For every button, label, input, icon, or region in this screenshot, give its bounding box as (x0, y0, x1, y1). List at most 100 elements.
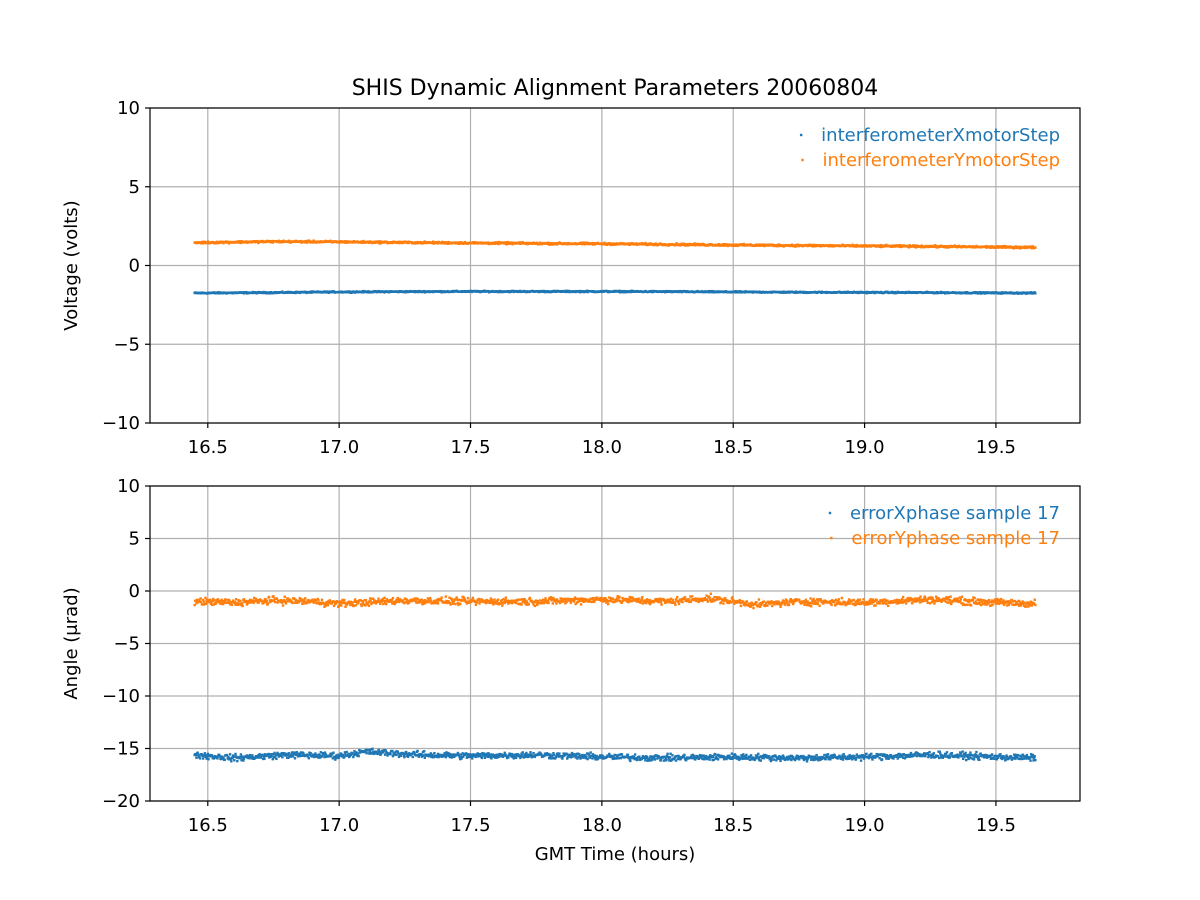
data-point (715, 757, 719, 760)
data-point (927, 755, 930, 759)
data-point (736, 757, 739, 760)
data-point (324, 753, 327, 756)
data-point (734, 754, 737, 757)
data-point (410, 752, 414, 755)
data-point (772, 758, 776, 761)
data-point (276, 751, 279, 755)
data-point (563, 597, 567, 601)
data-point (302, 752, 305, 755)
data-point (294, 598, 297, 602)
data-point (450, 598, 454, 601)
data-point (361, 600, 365, 604)
data-point (359, 599, 362, 602)
data-point (248, 598, 252, 602)
data-point (480, 756, 484, 760)
data-point (216, 757, 219, 760)
data-point (931, 755, 934, 758)
data-point (548, 755, 551, 758)
data-point (626, 753, 630, 757)
data-point (262, 601, 265, 604)
data-point (999, 753, 1002, 756)
data-point (458, 756, 461, 759)
data-point (675, 754, 679, 758)
data-point (367, 604, 371, 607)
data-point (533, 604, 536, 608)
data-point (577, 755, 580, 759)
data-point (629, 598, 632, 601)
data-point (435, 601, 438, 605)
data-point (268, 599, 271, 602)
data-point (349, 753, 353, 757)
data-point (695, 756, 698, 759)
data-point (223, 758, 226, 762)
data-point (315, 753, 318, 757)
data-point (236, 759, 239, 763)
data-point (384, 749, 387, 752)
data-point (922, 752, 926, 755)
data-point (666, 755, 670, 759)
data-point (570, 751, 574, 755)
data-point (605, 601, 608, 604)
data-point (619, 756, 622, 760)
data-point (445, 601, 449, 605)
data-point (522, 599, 526, 602)
data-point (227, 601, 230, 604)
data-point (283, 752, 286, 755)
data-point (204, 596, 207, 600)
data-point (829, 758, 832, 761)
data-point (469, 599, 472, 602)
data-point (212, 597, 215, 601)
data-point (490, 598, 494, 602)
y-tick-label: −5 (113, 334, 140, 355)
data-point (370, 602, 373, 606)
data-point (801, 757, 804, 760)
data-point (493, 598, 496, 601)
data-point (545, 599, 548, 603)
data-point (221, 240, 225, 244)
data-point (222, 600, 225, 603)
data-point (959, 752, 963, 755)
data-point (214, 602, 217, 606)
data-point (527, 603, 530, 606)
data-point (936, 754, 940, 758)
data-point (638, 755, 641, 758)
data-point (853, 756, 857, 760)
data-point (317, 598, 320, 602)
x-tick-label: 18.0 (582, 437, 622, 458)
data-point (472, 754, 475, 758)
data-point (593, 600, 596, 603)
data-point (966, 755, 970, 759)
data-point (259, 756, 262, 759)
data-point (1000, 755, 1003, 758)
data-point (261, 753, 264, 757)
data-point (363, 599, 366, 602)
data-point (654, 242, 658, 245)
data-point (358, 751, 362, 754)
data-point (499, 602, 502, 605)
data-point (779, 755, 783, 759)
data-point (474, 755, 478, 759)
data-point (958, 754, 961, 757)
data-point (416, 598, 419, 601)
data-point (281, 604, 285, 607)
data-point (706, 757, 710, 760)
data-point (475, 753, 479, 756)
data-point (628, 758, 631, 761)
data-point (968, 753, 971, 757)
data-point (465, 756, 469, 759)
data-point (377, 749, 381, 752)
data-point (444, 753, 447, 757)
grid (150, 485, 1080, 802)
data-point (735, 243, 738, 246)
data-point (391, 749, 394, 753)
data-point (503, 601, 506, 605)
data-point (360, 604, 363, 608)
data-point (537, 752, 541, 756)
data-point (523, 753, 527, 757)
data-point (791, 755, 795, 759)
data-point (364, 598, 368, 602)
data-point (749, 755, 752, 759)
data-point (374, 602, 378, 605)
data-point (629, 759, 632, 763)
data-point (257, 601, 261, 604)
